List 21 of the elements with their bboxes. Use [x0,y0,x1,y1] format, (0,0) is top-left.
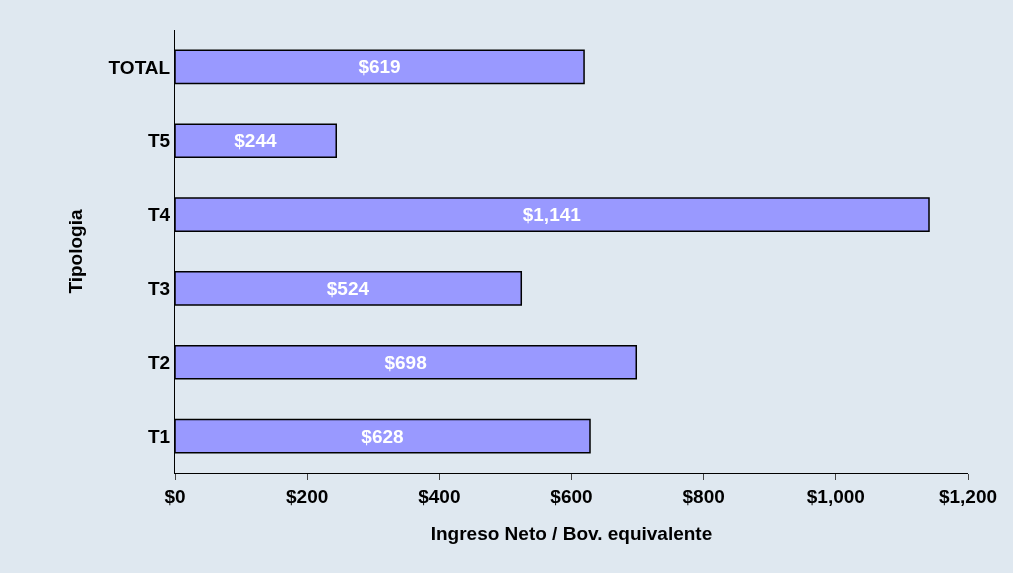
data-label: $524 [326,277,370,299]
y-tick-label: T4 [148,204,171,226]
x-tick-label: $0 [164,485,186,507]
data-label: $1,141 [522,204,582,226]
y-tick-label: T3 [148,278,171,300]
x-axis-title: Ingreso Neto / Bov. equivalente [430,522,713,544]
data-label: $619 [358,56,401,78]
x-tick-label: $600 [550,485,593,507]
y-axis-title: Tipologia [65,209,87,294]
y-tick-label: T1 [148,425,171,447]
x-tick-label: $200 [286,485,329,507]
y-tick-label: T5 [148,130,171,152]
x-tick-label: $800 [682,485,725,507]
data-label: $628 [361,425,404,447]
x-tick-label: $400 [418,485,461,507]
x-tick-label: $1,200 [938,485,998,507]
y-tick-label: TOTAL [108,56,171,78]
x-tick-label: $1,000 [806,485,865,507]
y-tick-label: T2 [148,351,171,373]
data-label: $698 [384,351,427,373]
data-label: $244 [234,130,277,152]
